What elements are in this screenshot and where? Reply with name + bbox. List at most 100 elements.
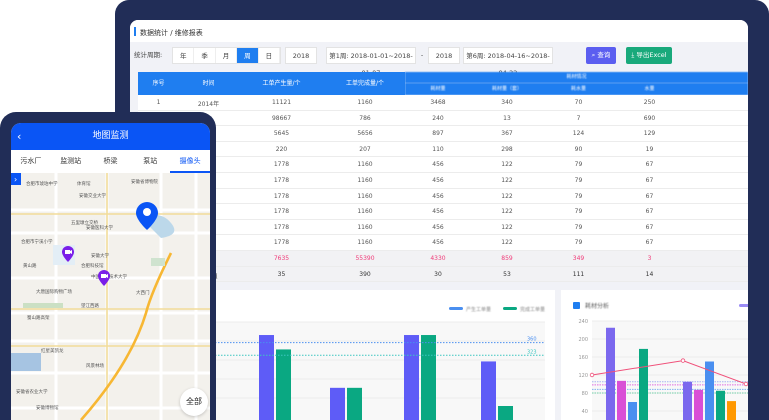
trend-point (743, 381, 748, 387)
table-row: 1778 1160 456 122 79 67 (138, 204, 748, 220)
show-all-button[interactable]: 全部 (180, 388, 208, 416)
map-label: 体育馆 (77, 182, 91, 187)
table-cell: 1160 (357, 208, 373, 216)
table-cell: 7635 (273, 255, 290, 262)
table-cell: 1778 (273, 208, 290, 216)
subheader: 耗材量（套） (491, 86, 522, 92)
table-cell: 349 (572, 255, 585, 262)
tab-station[interactable]: 监测站 (60, 157, 82, 165)
bar (421, 335, 436, 420)
table-cell: 19 (645, 145, 654, 153)
map-label: 合肥市宁溪小学 (21, 240, 53, 245)
bar (639, 348, 648, 420)
header-index: 序号 (138, 72, 179, 95)
start-year-input[interactable]: 2018 (285, 47, 317, 64)
table-cell: 367 (501, 130, 513, 138)
table-cell: 1160 (357, 192, 373, 200)
table-cell: 456 (432, 192, 444, 200)
y-tick-label: 160 (578, 355, 588, 361)
back-icon[interactable]: ‹ (17, 130, 22, 143)
period-selector[interactable]: 年 季 月 周 日 (172, 47, 281, 64)
table-cell: 129 (643, 130, 656, 138)
period-month[interactable]: 月 (216, 48, 238, 63)
header-consumables: 耗材情况 (405, 72, 748, 83)
map-label: 大唐国际购物广场 (36, 290, 72, 295)
table-cell: 110 (432, 145, 444, 153)
table-cell: 5645 (273, 130, 290, 138)
table-cell: 1160 (357, 99, 373, 106)
table-cell: 2014年 (197, 101, 220, 108)
period-quarter[interactable]: 季 (194, 48, 216, 63)
table-cell: 79 (574, 208, 583, 216)
legend-swatch (503, 307, 517, 310)
table-cell: 1160 (357, 239, 373, 247)
table-cell: 122 (501, 177, 513, 184)
end-year-input[interactable]: 2018 (428, 47, 460, 64)
map-roads: › (11, 173, 210, 420)
period-year[interactable]: 年 (173, 48, 195, 63)
legend-swatch (739, 304, 748, 307)
table-cell: 456 (432, 161, 444, 169)
filter-bar: 统计周期: 年 季 月 周 日 2018 第1周: 2018-01-01~201… (130, 42, 748, 77)
table-cell: 124 (572, 130, 585, 138)
total-row: 合计76355539043308593493 (138, 251, 748, 267)
table-cell: 1778 (273, 192, 290, 200)
bar (683, 381, 692, 420)
export-button[interactable]: ⤓ 导出Excel (626, 47, 672, 64)
map-label: 五里墩立交桥 (71, 221, 98, 226)
table-cell: 240 (432, 114, 444, 122)
period-day[interactable]: 日 (259, 48, 281, 63)
tab-camera[interactable]: 摄像头 (170, 150, 210, 173)
table-cell: 90 (574, 145, 583, 153)
header-time: 时间 (179, 72, 238, 95)
bar (404, 335, 419, 420)
table-row: 98667 786 240 13 7 690 (138, 110, 748, 127)
period-week[interactable]: 周 (237, 48, 259, 63)
table-cell: 1160 (357, 223, 373, 231)
map-label: 红星美凯龙 (41, 349, 64, 354)
table-cell: 456 (432, 208, 444, 216)
tab-pump[interactable]: 泵站 (143, 157, 158, 165)
table-cell: 67 (645, 192, 654, 200)
table-cell: 859 (501, 255, 513, 262)
table-cell: 3468 (430, 99, 446, 106)
start-week-select[interactable]: 第1周: 2018-01-01~2018-01-07 (326, 47, 416, 77)
subheader: 耗水量 (570, 86, 586, 92)
table-cell: 340 (501, 99, 513, 106)
map-label: 风景林场 (86, 364, 104, 369)
bar (727, 401, 736, 420)
y-tick-label: 80 (582, 391, 588, 397)
bar (259, 335, 274, 420)
camera-marker-icon[interactable] (97, 269, 111, 287)
table-cell: 1160 (357, 177, 373, 184)
table-cell: 79 (574, 177, 583, 184)
table-cell: 456 (432, 223, 444, 231)
end-week-select[interactable]: 第6周: 2018-04-16~2018-04-22 (463, 47, 553, 77)
table-cell: 456 (432, 177, 444, 184)
table-cell: 1778 (273, 177, 290, 184)
consumable-chart-panel: 耗材分析 240 200 160 120 80 40 (561, 290, 748, 420)
bar (330, 387, 345, 420)
header-created: 工单产生量/个 (238, 72, 325, 95)
bar (498, 406, 513, 420)
dashboard-screen: 数据统计 / 维修报表 统计周期: 年 季 月 周 日 2018 第1周: 20… (130, 20, 748, 420)
phone-frame: ‹ 地图监测 污水厂 监测站 桥梁 泵站 摄像头 › 合肥市琥珀中学 体育馆 安徽交… (0, 112, 216, 420)
camera-marker-icon[interactable] (61, 245, 75, 263)
table-cell: 35 (277, 270, 286, 278)
tab-sewage[interactable]: 污水厂 (20, 157, 42, 165)
phone-header: ‹ 地图监测 (11, 123, 210, 150)
map-label: 安徽省农业大学 (16, 390, 48, 395)
table-cell: 122 (501, 208, 513, 216)
tab-bridge[interactable]: 桥梁 (103, 157, 118, 165)
location-pin-icon[interactable] (135, 201, 159, 231)
trend-point (589, 372, 595, 378)
map-label: 安徽医科大学 (86, 226, 113, 231)
bar (481, 361, 496, 420)
map-label: 合肥科技馆 (81, 264, 104, 269)
map-view[interactable]: › 合肥市琥珀中学 体育馆 安徽交业大学 安徽省博物院 五里墩立交桥 安徽医科大学 合肥市宁… (11, 173, 210, 420)
legend-swatch (449, 307, 463, 310)
table-cell: 79 (574, 192, 583, 200)
query-button[interactable]: ⌕ 查询 (586, 47, 616, 64)
average-row: 平均值35390305311114 (138, 266, 748, 283)
table-row: 1778 1160 456 122 79 67 (138, 173, 748, 189)
